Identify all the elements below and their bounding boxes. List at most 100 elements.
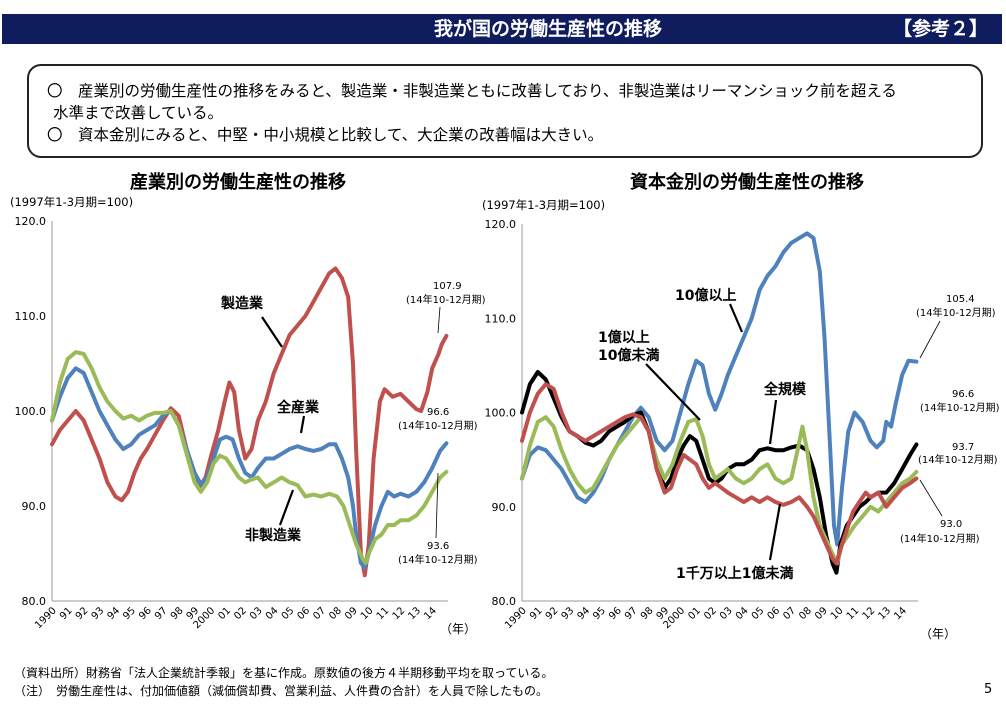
right-series-line-0 <box>520 231 919 547</box>
right-series-line-2 <box>520 415 919 566</box>
right-x-tick-label: 04 <box>734 605 751 622</box>
left-x-tick-label: 1990 <box>33 605 59 631</box>
summary-line-1: 〇 産業別の労働生産性の推移をみると、製造業・非製造業ともに改善しており、非製造… <box>47 82 897 100</box>
definition-note: （注） 労働生産性は、付加価値額（減価償却費、営業利益、人件費の合計）を人員で除… <box>14 684 549 698</box>
right-y-tick-label: 120.0 <box>485 218 517 231</box>
nonmfg-end-leader <box>435 472 439 539</box>
right-x-tick-label: 12 <box>861 605 878 622</box>
right-x-tick-label: 93 <box>560 605 577 622</box>
left-x-tick-label: 09 <box>343 605 360 622</box>
label-mid-cap-2: 10億未満 <box>598 347 659 364</box>
left-unit-label: (1997年1-3月期=100) <box>10 195 134 209</box>
small-end-period: (14年10-12月期) <box>900 532 980 545</box>
right-y-tick-label: 110.0 <box>485 312 517 325</box>
left-x-unit: （年） <box>440 622 476 636</box>
label-large-cap: 10億以上 <box>675 287 736 304</box>
right-x-tick-label: 95 <box>591 605 608 622</box>
right-x-tick-label: 14 <box>892 605 909 622</box>
left-series-line-0 <box>50 266 449 578</box>
all-end-period: (14年10-12月期) <box>398 419 478 432</box>
label-all-industries: 全産業 <box>276 399 320 416</box>
left-series-line-1 <box>50 366 449 570</box>
left-x-tick-label: 97 <box>153 605 170 622</box>
left-x-tick-label: 96 <box>137 605 154 622</box>
arrow-large-cap <box>728 303 744 333</box>
arrow-non-manufacturing <box>278 489 295 526</box>
label-small-cap: 1千万以上1億未満 <box>676 565 793 582</box>
mid-end-period: (14年10-12月期) <box>918 453 998 466</box>
left-x-tick-label: 92 <box>74 605 91 622</box>
left-y-tick-label: 100.0 <box>15 405 47 418</box>
left-x-tick-label: 06 <box>296 605 313 622</box>
right-x-tick-label: 10 <box>829 605 846 622</box>
arrow-manufacturing <box>261 316 283 348</box>
right-x-tick-label: 07 <box>781 605 798 622</box>
left-y-tick-label: 110.0 <box>15 310 47 323</box>
left-x-tick-label: 14 <box>422 605 439 622</box>
right-x-tick-label: 11 <box>845 605 862 622</box>
left-x-tick-label: 02 <box>232 605 249 622</box>
left-x-tick-label: 10 <box>359 605 376 622</box>
nonmfg-end-value: 93.6 <box>427 541 449 552</box>
left-x-tick-label: 91 <box>58 605 75 622</box>
left-x-tick-label: 05 <box>280 605 297 622</box>
right-x-tick-label: 05 <box>750 605 767 622</box>
mfg-end-period: (14年10-12月期) <box>406 293 486 306</box>
left-chart-title: 産業別の労働生産性の推移 <box>130 172 346 193</box>
right-x-tick-label: 94 <box>575 605 592 622</box>
right-x-tick-label: 06 <box>766 605 783 622</box>
left-chart: 80.0 90.0 100.0 110.0 120.0 1990 91 92 93 94 95 96… <box>15 215 486 636</box>
arrow-all-sizes <box>768 399 778 445</box>
small-end-value: 93.0 <box>940 519 962 530</box>
nonmfg-end-period: (14年10-12月期) <box>398 553 478 566</box>
right-x-tick-label: 92 <box>544 605 561 622</box>
right-x-tick-label: 02 <box>702 605 719 622</box>
left-x-tick-label: 08 <box>327 605 344 622</box>
large-end-period: (14年10-12月期) <box>916 306 996 319</box>
left-x-tick-label: 01 <box>216 605 233 622</box>
left-x-tick-label: 04 <box>264 605 281 622</box>
left-x-tick-label: 13 <box>406 605 423 622</box>
left-x-tick-label: 03 <box>248 605 265 622</box>
mid-end-value: 93.7 <box>952 442 974 453</box>
right-y-tick-label: 80.0 <box>492 595 517 608</box>
small-end-leader <box>919 479 943 517</box>
page-number: 5 <box>984 682 993 697</box>
large-end-value: 105.4 <box>946 294 975 305</box>
arrow-all-industries <box>299 415 306 434</box>
mfg-end-leader <box>437 306 441 334</box>
left-y-tick-label: 80.0 <box>22 595 47 608</box>
left-x-tick-label: 11 <box>375 605 392 622</box>
left-x-tick-label: 94 <box>105 605 122 622</box>
large-end-leader <box>919 320 941 359</box>
right-x-tick-label: 08 <box>797 605 814 622</box>
right-x-tick-label: 09 <box>813 605 830 622</box>
right-series-line-3 <box>520 382 919 566</box>
right-x-tick-label: 96 <box>607 605 624 622</box>
right-y-tick-label: 90.0 <box>492 501 517 514</box>
summary-line-2: 水準まで改善している。 <box>53 104 224 122</box>
header-bar: 我が国の労働生産性の推移 【参考２】 <box>2 14 1002 44</box>
right-x-tick-label: 01 <box>686 605 703 622</box>
left-y-tick-label: 120.0 <box>15 215 47 228</box>
page-title: 我が国の労働生産性の推移 <box>433 18 662 40</box>
left-x-tick-label: 95 <box>121 605 138 622</box>
label-all-sizes: 全規模 <box>763 381 807 398</box>
right-x-tick-label: 1990 <box>503 605 529 631</box>
right-unit-label: (1997年1-3月期=100) <box>482 198 606 212</box>
source-note: （資料出所）財務省「法人企業統計季報」を基に作成。原数値の後方４半期移動平均を取… <box>14 666 554 680</box>
mfg-end-value: 107.9 <box>433 281 462 292</box>
right-x-tick-label: 98 <box>639 605 656 622</box>
right-chart-title: 資本金別の労働生産性の推移 <box>630 172 864 193</box>
label-non-manufacturing: 非製造業 <box>245 527 302 544</box>
label-mid-cap-1: 1億以上 <box>598 329 650 346</box>
left-x-tick-label: 93 <box>90 605 107 622</box>
right-x-tick-label: 03 <box>718 605 735 622</box>
label-manufacturing: 製造業 <box>220 295 264 312</box>
left-x-tick-label: 12 <box>391 605 408 622</box>
right-x-tick-label: 91 <box>528 605 545 622</box>
summary-box: 〇 産業別の労働生産性の推移をみると、製造業・非製造業ともに改善しており、非製造… <box>27 64 983 158</box>
left-y-tick-label: 90.0 <box>22 500 47 513</box>
all-size-end-value: 96.6 <box>952 389 974 400</box>
